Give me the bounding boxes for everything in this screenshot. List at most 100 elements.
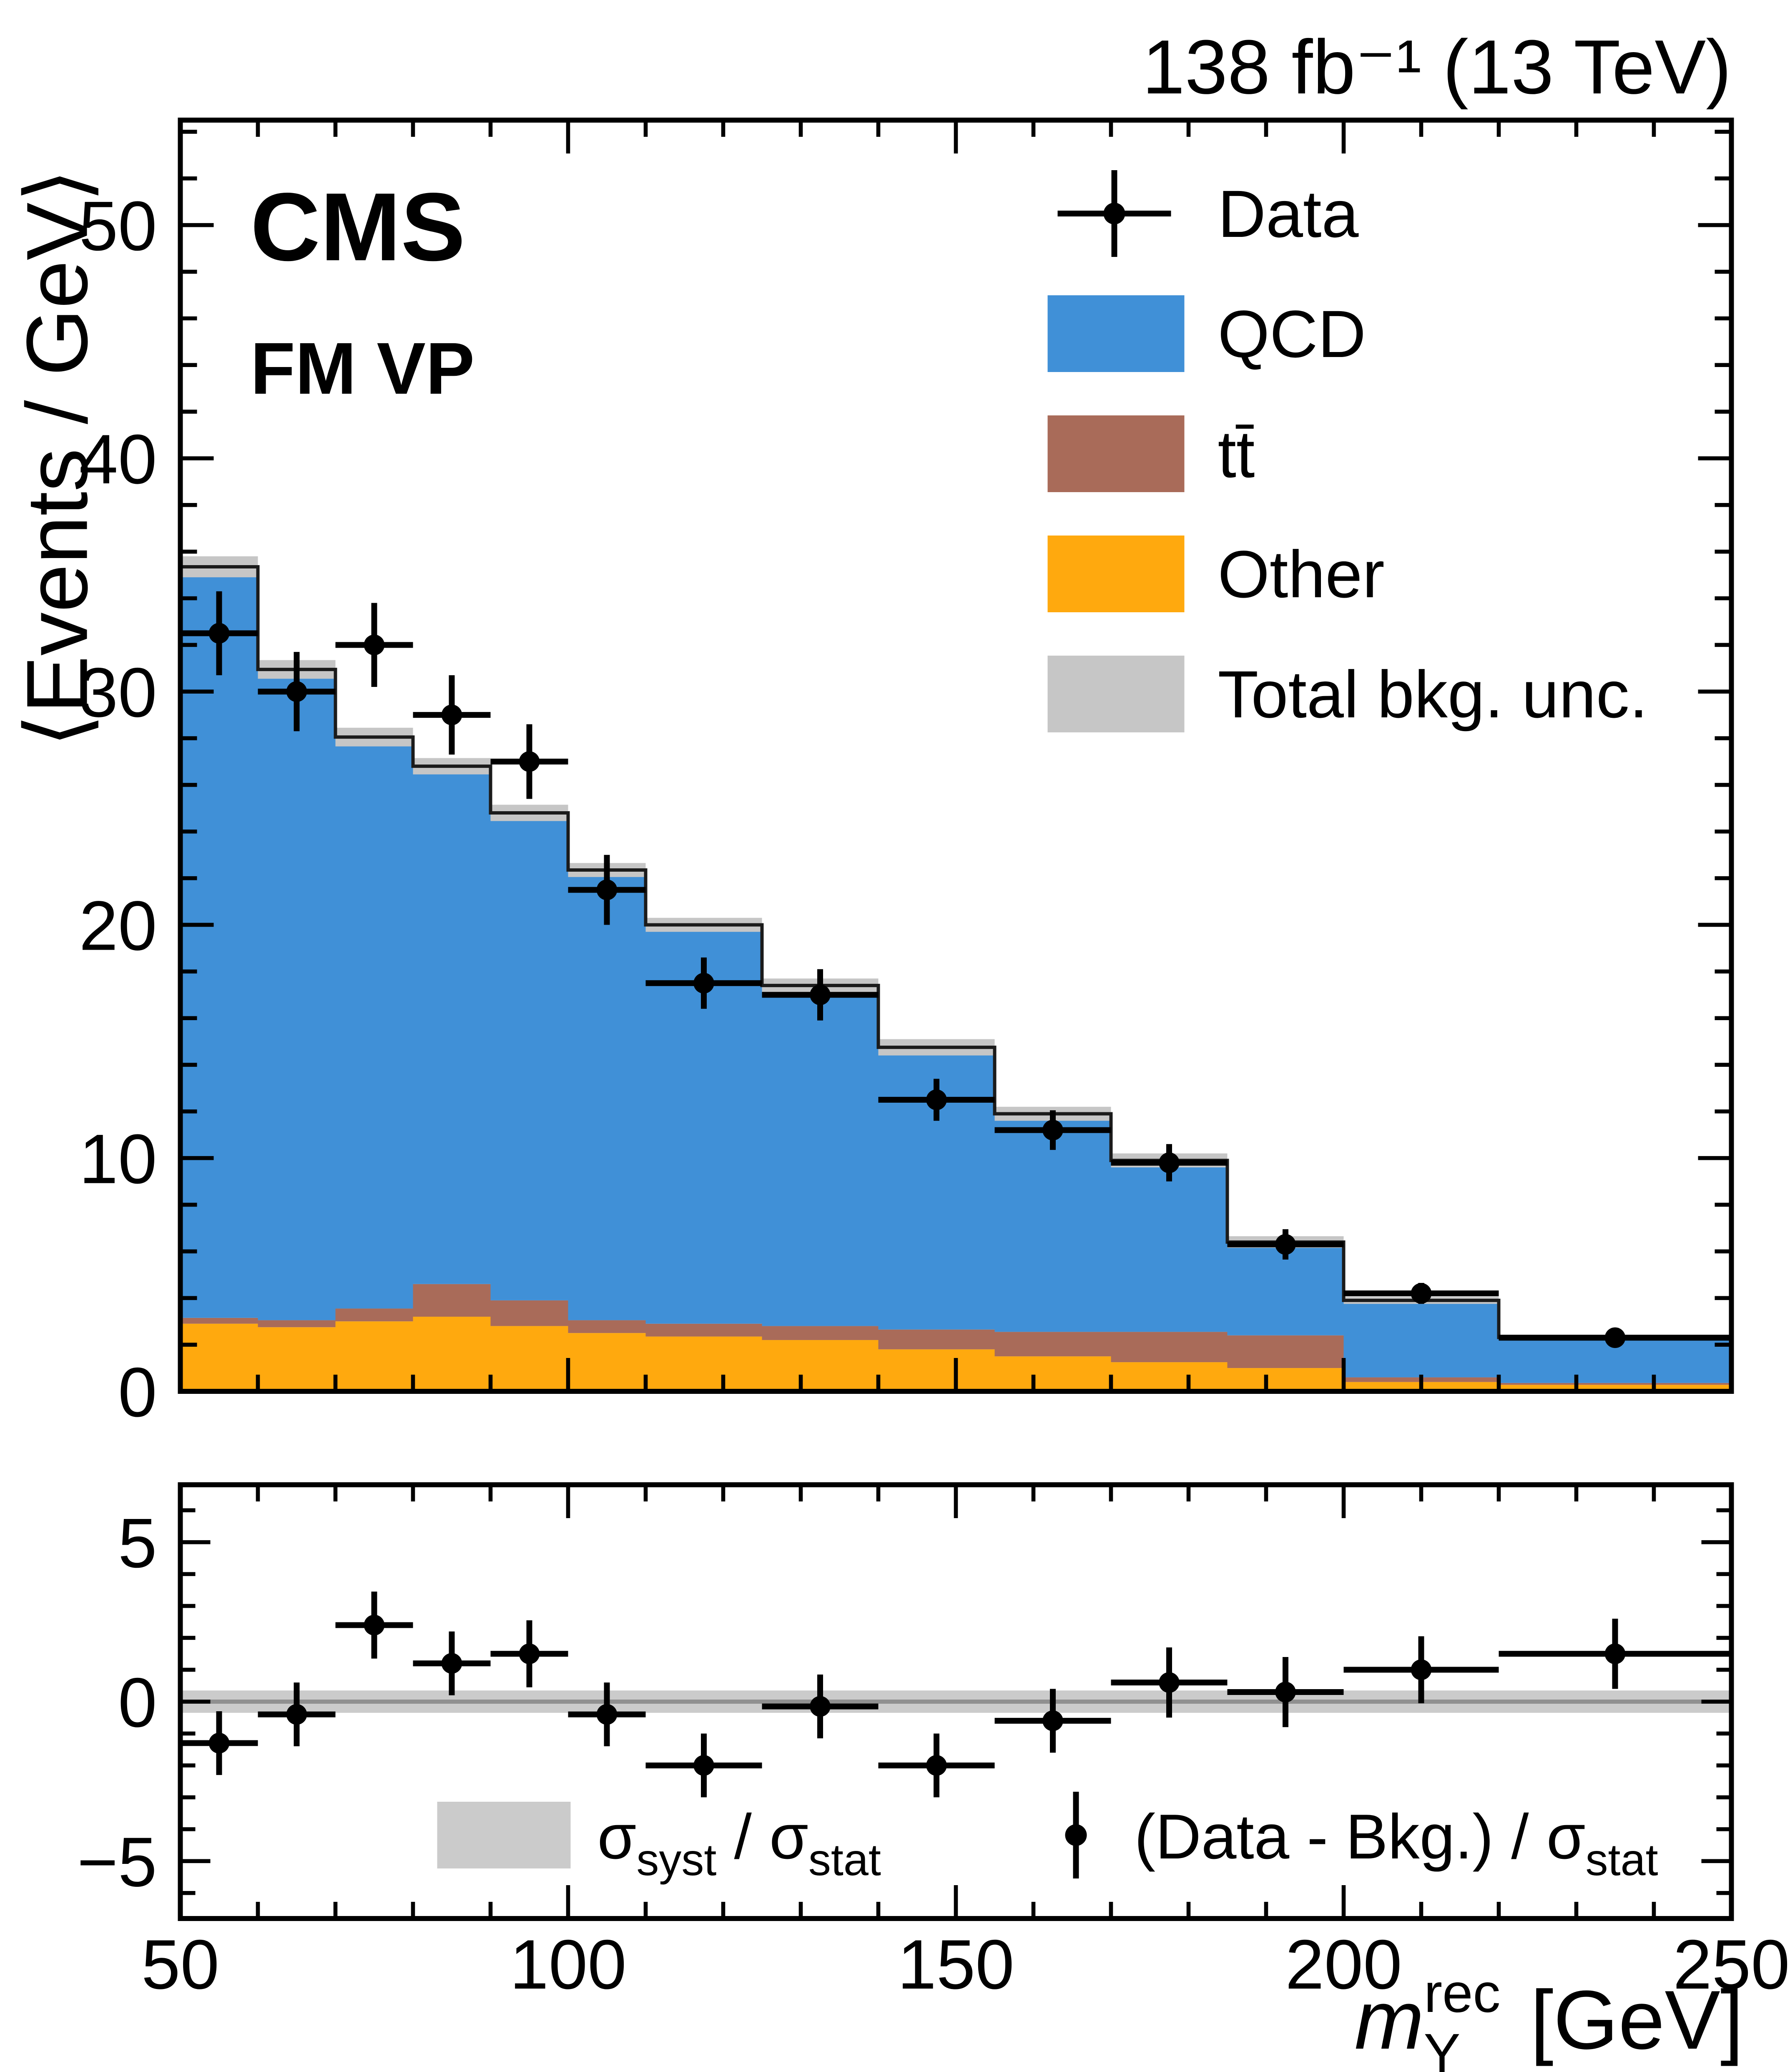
data-marker — [596, 879, 618, 900]
hist-bar-qcd — [413, 766, 491, 1284]
ratio-marker — [364, 1614, 385, 1636]
y-tick-label: 0 — [118, 1353, 157, 1431]
ratio-marker — [519, 1643, 540, 1665]
hist-bar-ttbar — [1111, 1332, 1228, 1363]
hist-bar-other — [645, 1336, 762, 1391]
tick-labels: 50 100 150 200 250 0 10 20 30 40 50 −5 0 5 — [77, 187, 1790, 2004]
ratio-legend-marker-point — [1065, 1824, 1087, 1846]
data-marker — [208, 623, 230, 644]
ratio-marker — [1411, 1659, 1432, 1680]
hist-bar-qcd — [1343, 1300, 1499, 1378]
sigma-syst: σ — [598, 1801, 637, 1872]
legend-label-unc: Total bkg. unc. — [1218, 657, 1648, 732]
hist-bar-other — [878, 1349, 995, 1391]
y-tick-label: 10 — [79, 1120, 157, 1198]
ratio-tick-label: −5 — [77, 1823, 157, 1901]
slash: / — [716, 1801, 769, 1872]
data-marker — [1604, 1327, 1626, 1348]
render-root: 50 100 150 200 250 0 10 20 30 40 50 −5 0 5 Data QCD tt̄ O… — [77, 118, 1790, 2004]
hist-bar-qcd — [1111, 1160, 1228, 1332]
hist-bar-other — [762, 1340, 879, 1391]
x-title-sup: rec — [1424, 1962, 1500, 2024]
legend-label-other: Other — [1218, 537, 1385, 611]
y-axis-title: ⟨Events / GeV⟩ — [9, 168, 106, 747]
data-marker — [364, 634, 385, 656]
hist-bar-other — [1111, 1362, 1228, 1391]
x-title-unit: [GeV] — [1507, 1974, 1744, 2067]
hist-bar-ttbar — [878, 1329, 995, 1350]
x-tick-label: 50 — [141, 1925, 219, 2004]
hist-bar-other — [413, 1317, 491, 1391]
ratio-marker — [286, 1704, 307, 1725]
hist-bar-ttbar — [645, 1323, 762, 1337]
experiment-label: CMS — [251, 173, 466, 281]
legend-label-data: Data — [1218, 176, 1359, 251]
x-tick-label: 250 — [1673, 1925, 1790, 2004]
hist-bar-qcd — [762, 985, 879, 1326]
x-title-symbol: m — [1355, 1974, 1424, 2067]
data-marker — [1275, 1234, 1296, 1255]
hist-bar-qcd — [490, 813, 568, 1300]
legend-swatch-ttbar — [1047, 415, 1185, 492]
legend: Data QCD tt̄ Other Total bkg. unc. — [1047, 170, 1648, 732]
x-tick-label: 200 — [1285, 1925, 1402, 2004]
hist-bar-ttbar — [490, 1300, 568, 1326]
hist-bar-other — [1227, 1368, 1344, 1391]
points-label-pre: (Data - Bkg.) / — [1135, 1801, 1546, 1872]
stacked-histogram — [180, 566, 1732, 1391]
hist-qcd — [180, 566, 1732, 1383]
hist-bar-ttbar — [1499, 1383, 1732, 1385]
ratio-marker — [1604, 1643, 1626, 1665]
data-marker — [1411, 1283, 1432, 1304]
y-tick-label: 30 — [79, 653, 157, 732]
data-marker — [1042, 1119, 1063, 1141]
data-points — [180, 591, 1732, 1348]
ratio-marker — [596, 1704, 618, 1725]
x-tick-label: 100 — [510, 1925, 626, 2004]
hist-bar-ttbar — [762, 1326, 879, 1340]
sigma-syst-sub: syst — [636, 1834, 716, 1885]
x-axis-title: mrec Y [GeV] — [1355, 1962, 1744, 2072]
hist-bar-other — [335, 1321, 413, 1391]
hist-ttbar — [180, 1284, 1732, 1385]
total-bkg-outline — [178, 565, 1733, 1391]
ratio-legend-band-label: σsyst / σstat — [598, 1801, 881, 1885]
data-marker — [693, 973, 714, 994]
luminosity-label: 138 fb⁻¹ (13 TeV) — [1142, 24, 1731, 110]
legend-swatch-other — [1047, 536, 1185, 612]
ratio-marker — [693, 1755, 714, 1776]
sigma-stat: σ — [769, 1801, 808, 1872]
sigma-stat-sub: stat — [808, 1834, 881, 1885]
ratio-marker — [926, 1755, 947, 1776]
hist-bar-ttbar — [994, 1332, 1111, 1357]
hist-bar-other — [490, 1326, 568, 1391]
legend-data-marker — [1103, 203, 1125, 224]
ratio-marker — [810, 1696, 831, 1717]
ratio-legend-points-label: (Data - Bkg.) / σstat — [1135, 1801, 1658, 1885]
data-marker — [810, 984, 831, 1006]
hist-bar-ttbar — [413, 1284, 491, 1317]
y-tick-label: 40 — [79, 420, 157, 498]
data-marker — [1159, 1152, 1180, 1173]
hist-bar-other — [568, 1333, 646, 1391]
ratio-legend-band-swatch — [437, 1802, 571, 1868]
y-tick-label: 50 — [79, 187, 157, 265]
ratio-tick-label: 0 — [118, 1663, 157, 1742]
legend-swatch-unc — [1047, 656, 1185, 732]
hist-bar-ttbar — [568, 1320, 646, 1333]
hist-bar-ttbar — [335, 1308, 413, 1322]
ratio-marker — [441, 1653, 462, 1674]
axis-ticks — [178, 120, 1734, 1919]
hist-bar-other — [180, 1323, 258, 1391]
hist-bar-qcd — [568, 870, 646, 1320]
ratio-marker — [1159, 1672, 1180, 1693]
hist-bar-other — [258, 1327, 336, 1391]
hist-bar-ttbar — [180, 1318, 258, 1324]
ratio-tick-label: 5 — [118, 1504, 157, 1582]
hist-bar-ttbar — [1227, 1335, 1344, 1368]
x-title-sub: Y — [1423, 2022, 1460, 2072]
points-label-sub: stat — [1586, 1834, 1658, 1885]
